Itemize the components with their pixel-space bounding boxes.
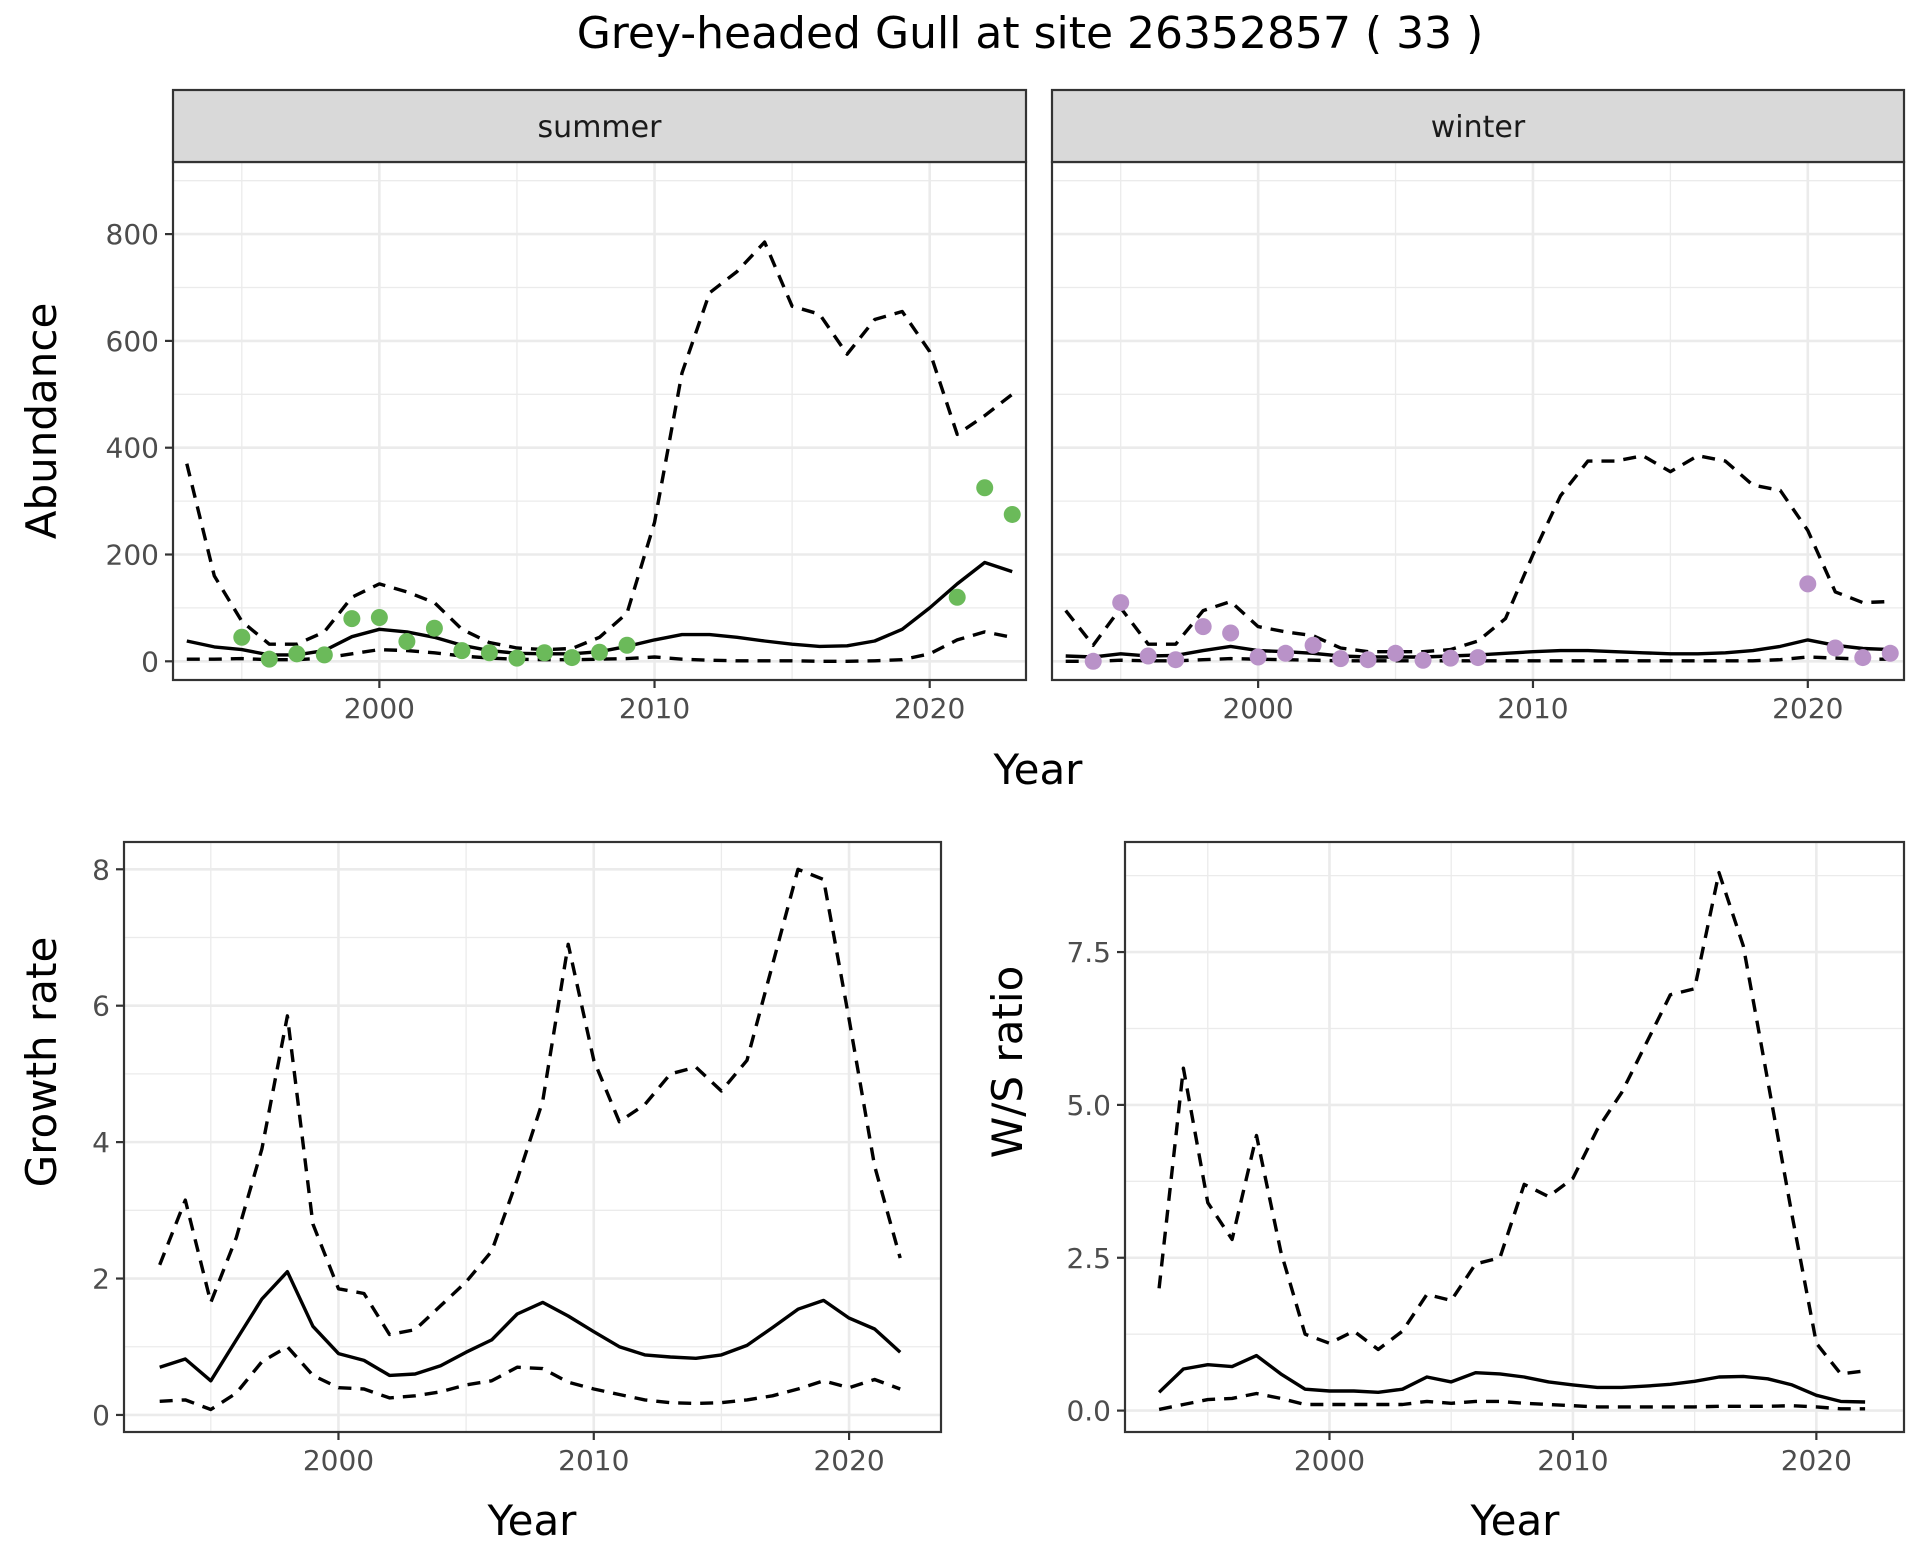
observed-point [1084, 652, 1102, 670]
observed-point [1332, 650, 1350, 668]
x-tick-label: 2010 [1537, 1444, 1608, 1477]
observed-point [535, 644, 553, 662]
y-tick-label: 6 [92, 990, 110, 1023]
panel-ws-ratio: 2000 2010 2020 0.0 2.5 5.0 7.5 [1066, 840, 1906, 1477]
observed-point [370, 609, 388, 627]
observed-point [425, 619, 443, 637]
x-tick-label: 2020 [1772, 692, 1843, 725]
observed-point [398, 633, 416, 651]
series-line-upper [1157, 870, 1866, 1376]
observed-point [618, 636, 636, 654]
observed-point [1003, 505, 1021, 523]
observed-point [1826, 639, 1844, 657]
observed-point [260, 650, 278, 668]
x-tick-label: 2000 [303, 1444, 374, 1477]
observed-point [1799, 575, 1817, 593]
observed-point [976, 479, 994, 497]
observed-point [1414, 651, 1432, 669]
y-tick-label: 400 [106, 432, 159, 465]
y-tick-label: 0 [141, 645, 159, 678]
series-line-upper [1064, 454, 1891, 654]
observed-point [1139, 647, 1157, 665]
observed-point [288, 645, 306, 663]
panel-background [173, 162, 1026, 680]
y-tick-label: 7.5 [1066, 936, 1111, 969]
x-tick-label: 2010 [558, 1444, 629, 1477]
observed-point [1277, 644, 1295, 662]
observed-point [1249, 648, 1267, 666]
panel-background [1052, 162, 1904, 680]
panel-winter-abundance: winter 2000 2010 2020 [1050, 88, 1906, 725]
panel-growth-rate: 2000 2010 2020 0 2 4 6 8 [92, 840, 943, 1477]
observed-point [233, 628, 251, 646]
series-line-lower [1158, 1391, 1866, 1412]
x-axis-title-growth: Year [487, 1496, 578, 1545]
x-tick-label: 2000 [1294, 1444, 1365, 1477]
facet-label-winter: winter [1431, 110, 1526, 145]
series-line-lower [1065, 655, 1891, 663]
y-tick-label: 0 [92, 1399, 110, 1432]
series-line-upper [158, 867, 902, 1337]
y-axis-title-ws: W/S ratio [983, 966, 1032, 1159]
y-tick-label: 4 [92, 1126, 110, 1159]
observed-point [948, 588, 966, 606]
observed-point [453, 642, 471, 660]
x-tick-label: 2020 [894, 692, 965, 725]
chart-title: Grey-headed Gull at site 26352857 ( 33 ) [577, 8, 1484, 59]
y-tick-label: 800 [106, 218, 159, 251]
panel-border [122, 840, 943, 1434]
observed-point [1881, 644, 1899, 662]
series-line-estimate [159, 1269, 902, 1383]
facet-strip [1050, 88, 1906, 164]
series-line-lower [159, 1344, 901, 1412]
observed-point [1854, 649, 1872, 667]
x-axis-title-top: Year [993, 745, 1084, 794]
y-tick-label: 2.5 [1066, 1242, 1111, 1275]
observed-point [1167, 651, 1185, 669]
facet-strip [171, 88, 1028, 164]
x-tick-label: 2000 [1222, 692, 1293, 725]
x-tick-label: 2010 [1497, 692, 1568, 725]
x-tick-label: 2020 [1781, 1444, 1852, 1477]
observed-point [343, 610, 361, 628]
series-line-upper [185, 240, 1014, 652]
x-tick-label: 2020 [813, 1444, 884, 1477]
y-tick-label: 0.0 [1066, 1395, 1111, 1428]
x-axis-title-ws: Year [1470, 1496, 1561, 1545]
series-line-estimate [1157, 1353, 1866, 1404]
y-tick-label: 200 [106, 539, 159, 572]
observed-point [563, 649, 581, 667]
observed-point [591, 643, 608, 661]
observed-point [1304, 636, 1322, 654]
y-tick-label: 8 [92, 853, 110, 886]
observed-point [1387, 644, 1405, 662]
y-tick-label: 600 [106, 325, 159, 358]
x-tick-label: 2010 [619, 692, 690, 725]
x-tick-label: 2000 [344, 692, 415, 725]
observed-point [1222, 624, 1240, 642]
observed-point [315, 646, 333, 664]
observed-point [1112, 594, 1130, 612]
y-tick-label: 2 [92, 1263, 110, 1296]
observed-point [1194, 618, 1212, 636]
panel-summer-abundance: summer 2000 2010 2020 0 200 400 600 800 [106, 88, 1028, 725]
observed-point [1469, 649, 1487, 667]
observed-point [1442, 649, 1460, 667]
observed-point [480, 644, 498, 662]
observed-point [508, 649, 526, 667]
panel-background [1125, 842, 1904, 1432]
y-axis-title-growth: Growth rate [17, 937, 66, 1188]
y-tick-label: 5.0 [1066, 1089, 1111, 1122]
panel-border [1123, 840, 1906, 1434]
facet-label-summer: summer [538, 110, 663, 145]
y-axis-title-abundance: Abundance [17, 303, 66, 540]
observed-point [1359, 651, 1377, 669]
